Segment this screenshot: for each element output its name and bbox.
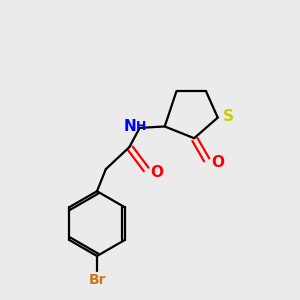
Text: H: H — [136, 120, 146, 133]
Text: S: S — [223, 109, 234, 124]
Text: N: N — [123, 119, 136, 134]
Text: O: O — [151, 165, 164, 180]
Text: O: O — [211, 155, 224, 170]
Text: Br: Br — [88, 273, 106, 287]
